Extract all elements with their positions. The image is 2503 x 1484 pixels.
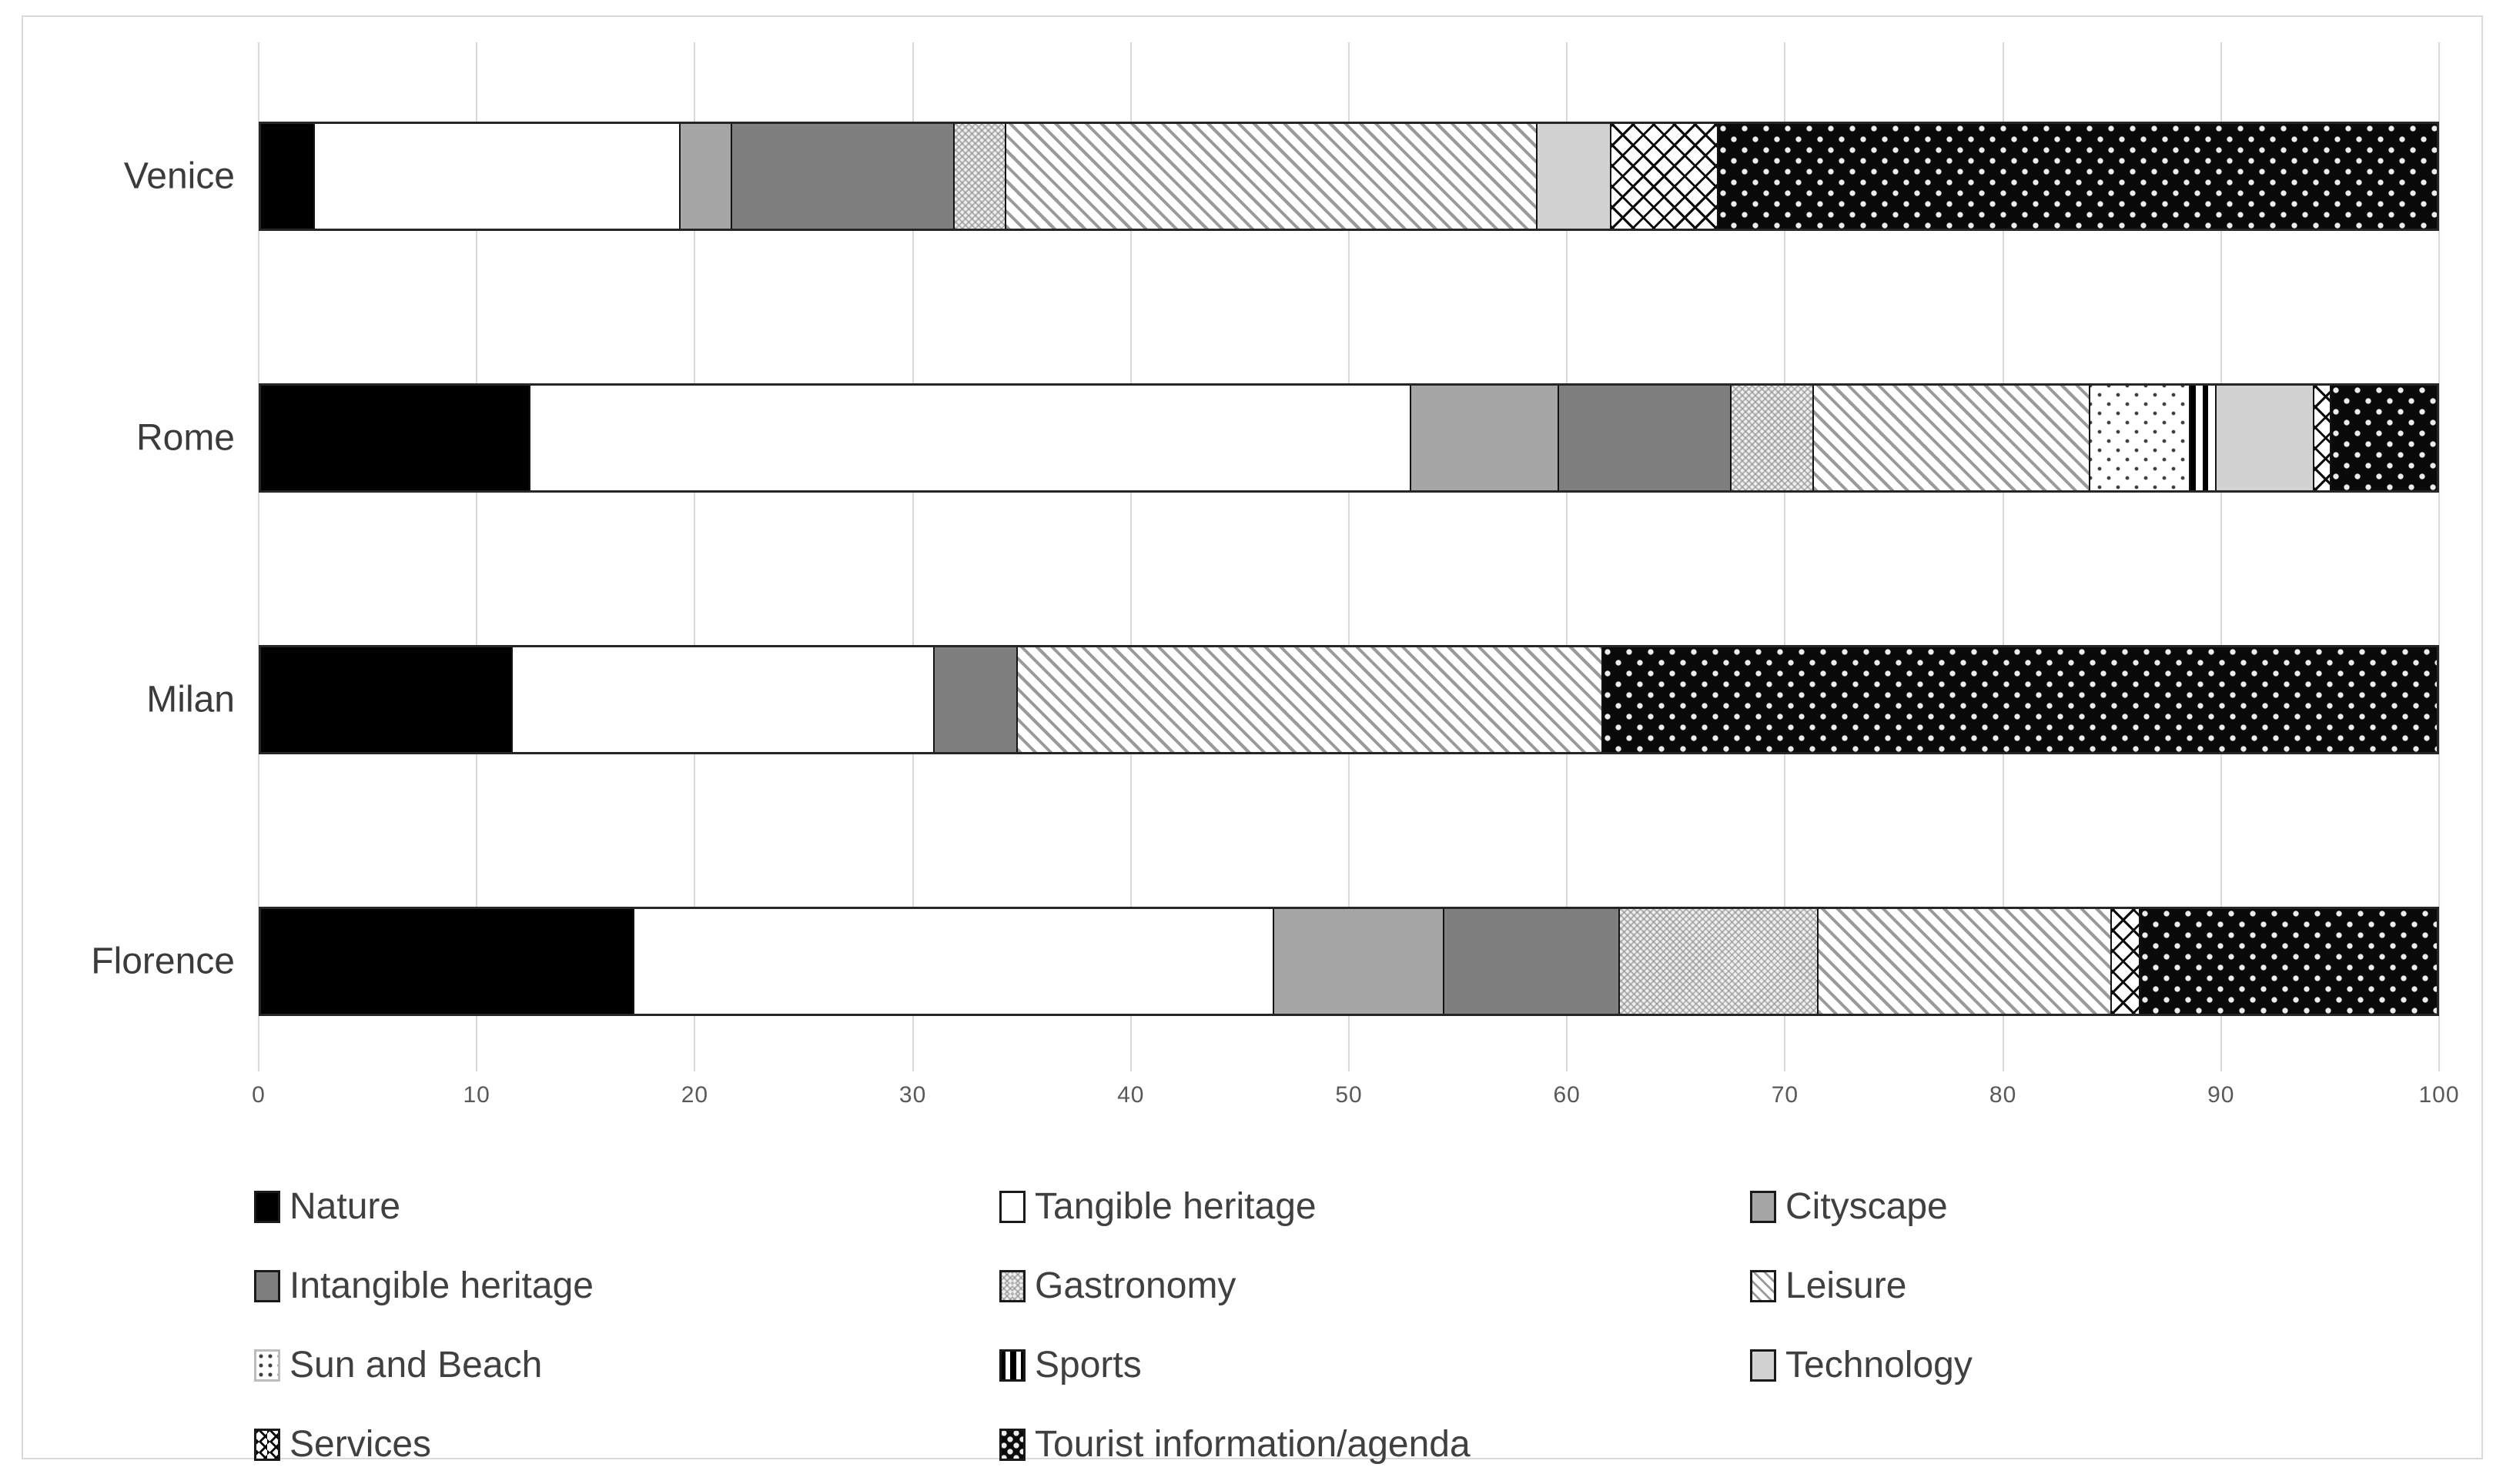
segment-florence-intangible: [1442, 909, 1619, 1014]
legend-swatch-cityscape-icon: [1750, 1190, 1776, 1223]
x-tick-label-20: 20: [681, 1082, 709, 1108]
gridline-10: [476, 42, 478, 1071]
bar-milan: [259, 645, 2439, 754]
x-tick-label-30: 30: [898, 1082, 927, 1108]
segment-rome-leisure: [1812, 386, 2089, 490]
legend-item-intangible: Intangible heritage: [254, 1265, 999, 1307]
legend-swatch-gastronomy-icon: [999, 1269, 1026, 1302]
legend-item-sports: Sports: [999, 1344, 1750, 1386]
chart-legend: Nature Tangible heritage Cityscape Intangib…: [254, 1167, 2479, 1484]
legend-swatch-intangible-icon: [254, 1269, 280, 1302]
legend-label-technology: Technology: [1785, 1345, 1973, 1385]
bar-florence: [259, 907, 2439, 1016]
x-tick-label-60: 60: [1553, 1082, 1581, 1108]
gridline-80: [2002, 42, 2004, 1071]
gridline-20: [694, 42, 696, 1071]
segment-rome-tangible: [528, 386, 1410, 490]
gridline-30: [912, 42, 914, 1071]
legend-item-cityscape: Cityscape: [1750, 1185, 2479, 1228]
segment-rome-cityscape: [1410, 386, 1558, 490]
legend-label-cityscape: Cityscape: [1785, 1186, 1948, 1227]
legend-item-leisure: Leisure: [1750, 1265, 2479, 1307]
segment-florence-gastronomy: [1618, 909, 1817, 1014]
x-tick-label-10: 10: [463, 1082, 490, 1108]
legend-swatch-services-icon: [254, 1428, 280, 1461]
legend-label-sunbeach: Sun and Beach: [289, 1345, 543, 1385]
segment-rome-nature: [261, 386, 529, 490]
gridline-60: [1566, 42, 1568, 1071]
legend-swatch-sunbeach-icon: [254, 1349, 280, 1382]
segment-rome-tourist: [2330, 386, 2437, 490]
legend-swatch-tourist-icon: [999, 1428, 1026, 1461]
legend-label-gastronomy: Gastronomy: [1035, 1265, 1236, 1306]
legend-item-technology: Technology: [1750, 1344, 2479, 1386]
legend-label-nature: Nature: [289, 1186, 401, 1227]
segment-florence-leisure: [1816, 909, 2111, 1014]
segment-rome-gastronomy: [1729, 386, 1812, 490]
segment-milan-nature: [261, 647, 511, 752]
gridline-70: [1784, 42, 1786, 1071]
segment-rome-services: [2312, 386, 2331, 490]
segment-milan-tourist: [1601, 647, 2437, 752]
segment-milan-intangible: [933, 647, 1016, 752]
x-tick-label-100: 100: [2418, 1082, 2460, 1108]
segment-florence-tourist: [2138, 909, 2437, 1014]
legend-label-leisure: Leisure: [1785, 1265, 1907, 1306]
legend-item-nature: Nature: [254, 1185, 999, 1228]
segment-rome-sports: [2188, 386, 2215, 490]
legend-swatch-nature-icon: [254, 1190, 280, 1223]
segment-venice-gastronomy: [952, 124, 1006, 229]
segment-milan-tangible: [510, 647, 934, 752]
gridline-90: [2220, 42, 2222, 1071]
segment-florence-nature: [261, 909, 634, 1014]
segment-rome-intangible: [1558, 386, 1730, 490]
segment-rome-technology: [2214, 386, 2313, 490]
legend-label-tangible: Tangible heritage: [1035, 1186, 1317, 1227]
segment-venice-tangible: [313, 124, 679, 229]
gridline-100: [2438, 42, 2440, 1071]
category-label-florence: Florence: [91, 941, 235, 982]
segment-venice-intangible: [731, 124, 953, 229]
gridline-50: [1348, 42, 1350, 1071]
x-tick-label-0: 0: [252, 1082, 266, 1108]
x-tick-label-40: 40: [1117, 1082, 1145, 1108]
segment-venice-leisure: [1005, 124, 1536, 229]
segment-florence-tangible: [633, 909, 1273, 1014]
segment-venice-cityscape: [678, 124, 731, 229]
x-tick-label-80: 80: [1989, 1082, 2017, 1108]
segment-rome-sunbeach: [2088, 386, 2189, 490]
legend-swatch-sports-icon: [999, 1349, 1026, 1382]
gridline-40: [1129, 42, 1132, 1071]
segment-venice-tourist: [1716, 124, 2437, 229]
segment-venice-technology: [1535, 124, 1611, 229]
legend-label-intangible: Intangible heritage: [289, 1265, 594, 1306]
x-tick-label-50: 50: [1335, 1082, 1363, 1108]
legend-swatch-technology-icon: [1750, 1349, 1776, 1382]
legend-swatch-leisure-icon: [1750, 1269, 1776, 1302]
legend-item-tourist: Tourist information/agenda: [999, 1423, 1750, 1466]
legend-label-tourist: Tourist information/agenda: [1035, 1424, 1471, 1465]
x-tick-label-70: 70: [1771, 1082, 1799, 1108]
bar-rome: [259, 383, 2439, 493]
legend-item-sunbeach: Sun and Beach: [254, 1344, 999, 1386]
legend-swatch-tangible-icon: [999, 1190, 1026, 1223]
category-label-milan: Milan: [146, 679, 235, 720]
segment-milan-leisure: [1016, 647, 1601, 752]
category-label-venice: Venice: [123, 155, 235, 197]
segment-florence-cityscape: [1273, 909, 1443, 1014]
legend-label-sports: Sports: [1035, 1345, 1142, 1385]
legend-item-gastronomy: Gastronomy: [999, 1265, 1750, 1307]
legend-label-services: Services: [289, 1424, 432, 1465]
segment-venice-nature: [261, 124, 313, 229]
segment-florence-services: [2110, 909, 2139, 1014]
legend-item-tangible: Tangible heritage: [999, 1185, 1750, 1228]
category-label-rome: Rome: [136, 417, 235, 459]
legend-item-services: Services: [254, 1423, 999, 1466]
bar-venice: [259, 122, 2439, 231]
x-tick-label-90: 90: [2207, 1082, 2235, 1108]
segment-venice-services: [1610, 124, 1717, 229]
gridline-0: [258, 42, 259, 1071]
